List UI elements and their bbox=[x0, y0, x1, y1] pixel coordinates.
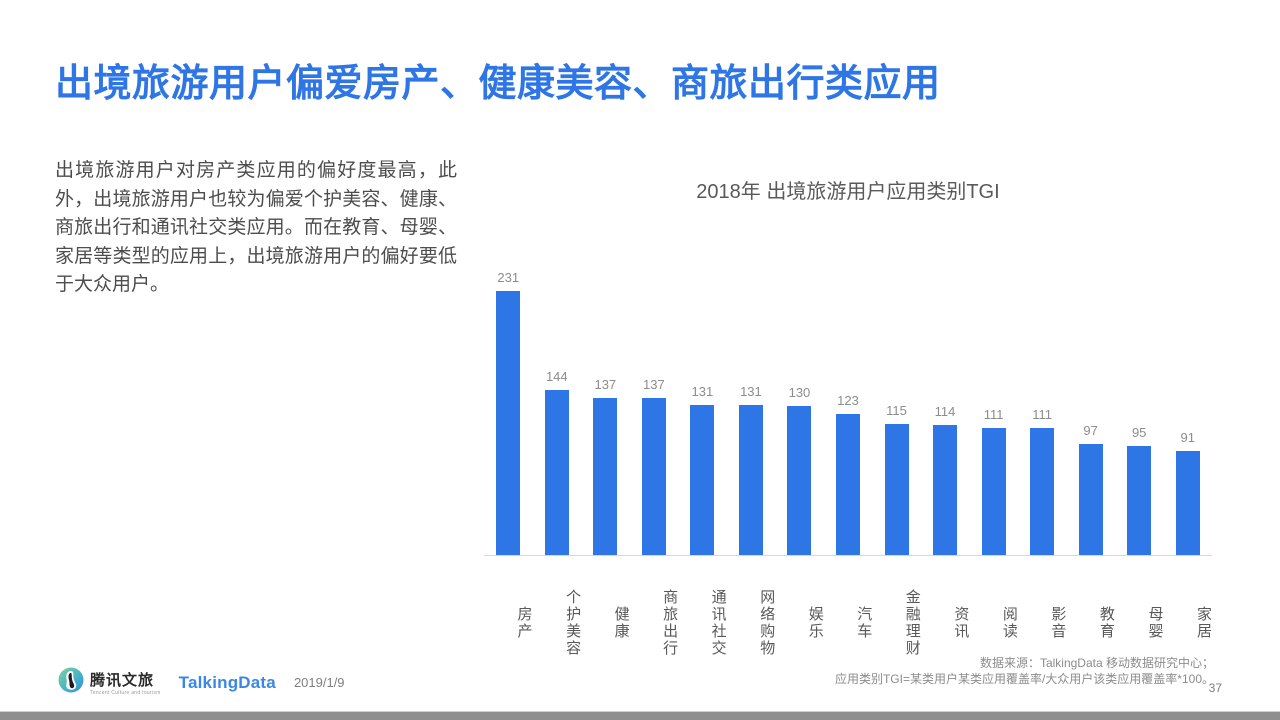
bar-value-label: 95 bbox=[1131, 425, 1147, 440]
bar-value-label: 91 bbox=[1180, 430, 1195, 445]
intro-paragraph: 出境旅游用户对房产类应用的偏好度最高，此外，出境旅游用户也较为偏爱个护美容、健康… bbox=[55, 160, 457, 295]
bar bbox=[1030, 428, 1055, 555]
category-label: 网络购物 bbox=[758, 589, 776, 657]
bar-value-label: 97 bbox=[1083, 423, 1098, 438]
source-line-1: 数据来源：TalkingData 移动数据研究中心； bbox=[979, 656, 1214, 670]
tencent-brand-text: 腾讯文旅 Tencent Culture and tourism bbox=[90, 669, 161, 696]
bar-value-label: 231 bbox=[497, 270, 520, 285]
bar bbox=[593, 398, 618, 555]
bar-column: 111 bbox=[969, 255, 1018, 555]
slide-title: 出境旅游用户偏爱房产、健康美容、商旅出行类应用 bbox=[55, 63, 941, 105]
chart-category-axis: 房产 个护美容 健康 商旅出行 通讯社交 网络购物 娱乐 汽车 金融理财 资讯 阅读 影音 教育 母婴 家居 bbox=[484, 568, 1212, 678]
bar bbox=[835, 414, 860, 555]
category-label: 资讯 bbox=[952, 606, 970, 640]
bar-value-label: 114 bbox=[934, 404, 956, 419]
bar-column: 114 bbox=[921, 255, 970, 555]
category-label: 个护美容 bbox=[564, 589, 582, 657]
bar-column: 97 bbox=[1066, 255, 1115, 555]
tencent-culture-tourism-logo: 腾讯文旅 Tencent Culture and tourism bbox=[58, 667, 161, 698]
bar-column: 130 bbox=[775, 255, 824, 555]
category-label: 商旅出行 bbox=[661, 589, 679, 657]
bar-column: 131 bbox=[727, 255, 776, 555]
category-label: 娱乐 bbox=[806, 606, 824, 640]
bar-column: 137 bbox=[581, 255, 630, 555]
bar-value-label: 111 bbox=[1032, 407, 1052, 422]
bar-value-label: 115 bbox=[886, 403, 907, 418]
bar-column: 231 bbox=[484, 255, 533, 555]
data-source-note: 数据来源：TalkingData 移动数据研究中心； 应用类别TGI=某类用户某… bbox=[835, 655, 1214, 687]
bar-column: 123 bbox=[824, 255, 873, 555]
bar bbox=[933, 425, 958, 555]
bar-column: 131 bbox=[678, 255, 727, 555]
category-label: 母婴 bbox=[1146, 606, 1164, 640]
talkingdata-logo: TalkingData bbox=[178, 672, 276, 692]
bar-value-label: 131 bbox=[740, 384, 762, 399]
page-number: 37 bbox=[1208, 681, 1222, 695]
bar-value-label: 111 bbox=[983, 407, 1004, 422]
tencent-brand-subtitle: Tencent Culture and tourism bbox=[90, 690, 161, 696]
bar-column: 115 bbox=[872, 255, 921, 555]
bar-column: 91 bbox=[1163, 255, 1212, 555]
bar-column: 95 bbox=[1115, 255, 1164, 555]
category-label: 健康 bbox=[612, 606, 630, 640]
source-line-2: 应用类别TGI=某类用户某类应用覆盖率/大众用户该类应用覆盖率*100。 bbox=[834, 672, 1214, 686]
bar-value-label: 130 bbox=[788, 385, 811, 400]
category-label: 阅读 bbox=[1000, 606, 1018, 640]
bar bbox=[690, 405, 715, 555]
bar bbox=[884, 424, 909, 555]
bar-value-label: 137 bbox=[643, 377, 665, 392]
footer-date: 2019/1/9 bbox=[293, 675, 345, 690]
category-label: 房产 bbox=[515, 606, 533, 640]
tencent-culture-tourism-logo-icon bbox=[58, 667, 84, 698]
category-label: 汽车 bbox=[855, 606, 873, 640]
category-label: 金融理财 bbox=[903, 589, 921, 657]
bar-value-label: 137 bbox=[594, 377, 617, 392]
bar bbox=[544, 390, 569, 555]
bar bbox=[1175, 451, 1200, 555]
bar bbox=[981, 428, 1006, 555]
horizontal-scrollbar[interactable] bbox=[0, 711, 1280, 720]
category-label: 家居 bbox=[1194, 606, 1212, 640]
bar-column: 144 bbox=[533, 255, 582, 555]
bar bbox=[641, 398, 666, 555]
category-label: 影音 bbox=[1049, 606, 1067, 640]
tgi-bar-chart: 2018年 出境旅游用户应用类别TGI 231 144 137 137 131 131 13… bbox=[484, 170, 1212, 670]
bar-value-label: 123 bbox=[837, 393, 859, 408]
bar bbox=[1078, 444, 1103, 555]
tencent-brand-name: 腾讯文旅 bbox=[90, 672, 155, 689]
chart-plot-area: 231 144 137 137 131 131 130 123 115 114 111 111 97 95… bbox=[484, 255, 1212, 556]
bar-column: 137 bbox=[630, 255, 679, 555]
bar bbox=[1127, 446, 1152, 555]
footer: 腾讯文旅 Tencent Culture and tourism Talking… bbox=[58, 667, 345, 698]
bar bbox=[738, 405, 763, 555]
bar bbox=[496, 291, 521, 555]
bar-value-label: 144 bbox=[545, 369, 568, 384]
bar-value-label: 131 bbox=[691, 384, 714, 399]
category-label: 通讯社交 bbox=[709, 589, 727, 657]
bar bbox=[787, 406, 812, 555]
category-label: 教育 bbox=[1097, 606, 1115, 640]
bar-column: 111 bbox=[1018, 255, 1067, 555]
chart-title: 2018年 出境旅游用户应用类别TGI bbox=[696, 181, 1000, 203]
